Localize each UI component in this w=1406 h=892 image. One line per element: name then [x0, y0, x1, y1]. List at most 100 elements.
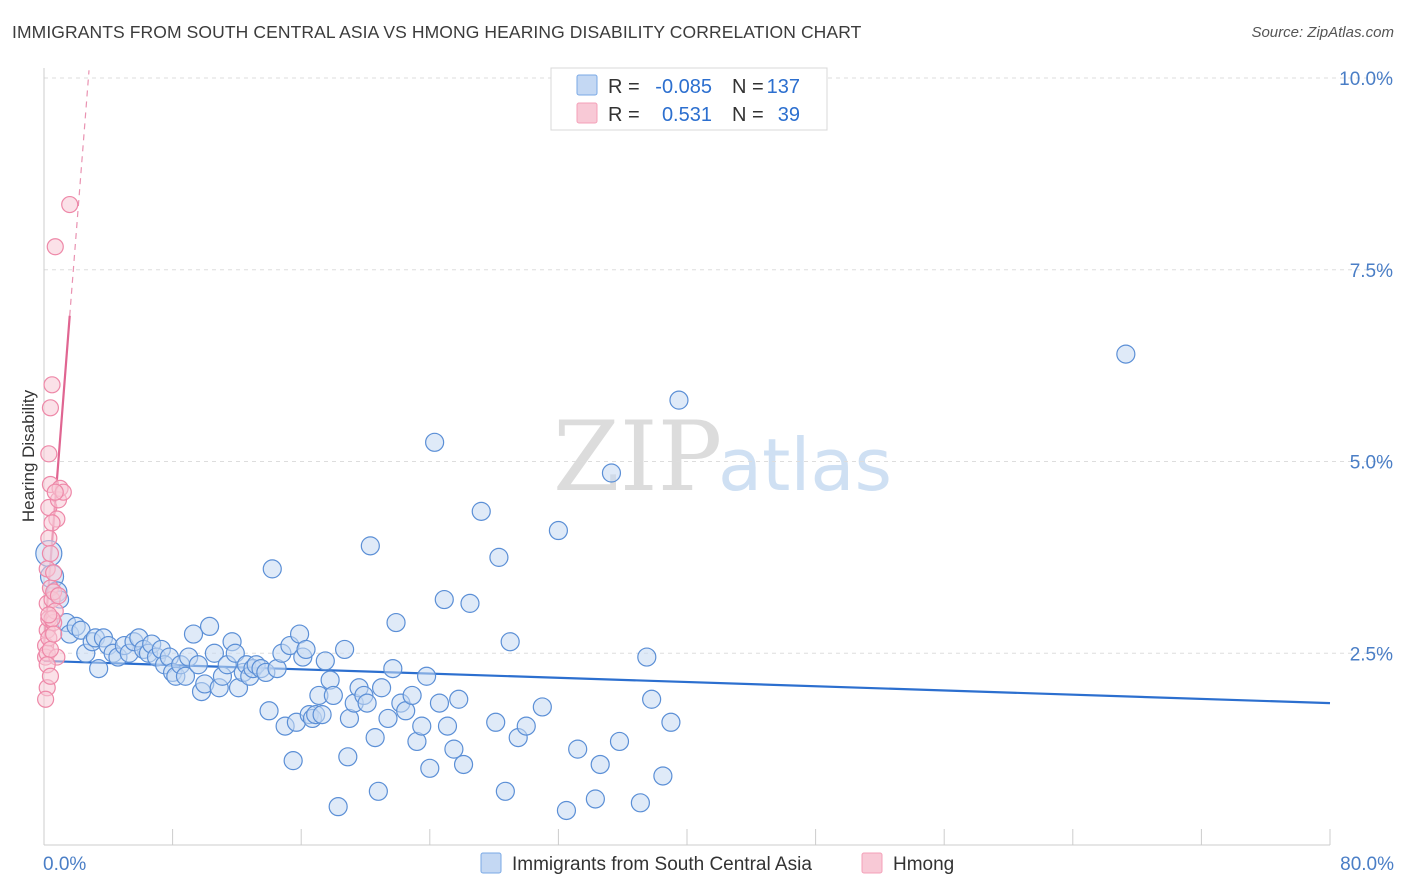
point-immigrants-90: [416, 666, 437, 686]
grid: [44, 77, 1394, 654]
watermark: ZIP atlas: [553, 401, 892, 513]
point-hmong-37: [46, 483, 64, 501]
y-tick-label-2: 7.5%: [1350, 261, 1393, 282]
point-immigrants-84: [386, 612, 406, 633]
point-immigrants-98: [453, 754, 474, 775]
point-immigrants-11: [89, 658, 109, 679]
point-hmong-14: [43, 376, 61, 394]
point-hmong-29: [41, 640, 60, 659]
point-immigrants-89: [412, 716, 432, 736]
point-immigrants-36: [199, 616, 220, 637]
legend-n-value-pink: 39: [778, 104, 800, 126]
trend-line-hmong-extension: [69, 70, 90, 316]
point-immigrants-81: [371, 678, 392, 698]
y-tick-label-1: 5.0%: [1350, 453, 1393, 474]
series-legend-swatch-blue: [480, 852, 502, 874]
point-immigrants-110: [568, 739, 588, 759]
point-immigrants-115: [630, 793, 650, 813]
point-immigrants-96: [444, 739, 464, 759]
point-hmong-13: [41, 399, 60, 417]
point-immigrants-121: [1116, 344, 1136, 364]
legend-swatch-blue: [576, 74, 598, 96]
legend-n-label-blue: N =: [732, 76, 764, 98]
point-immigrants-112: [590, 754, 610, 775]
point-immigrants-61: [296, 639, 316, 660]
point-immigrants-94: [434, 589, 454, 610]
point-hmong-28: [49, 587, 68, 605]
point-hmong-35: [45, 625, 63, 643]
point-immigrants-32: [183, 624, 204, 644]
point-immigrants-103: [495, 781, 515, 801]
point-immigrants-104: [500, 632, 520, 652]
point-hmong-26: [61, 195, 79, 214]
point-hmong-38: [41, 544, 60, 563]
series-legend: Immigrants from South Central Asia Hmong: [480, 852, 954, 875]
watermark-atlas: atlas: [718, 423, 892, 507]
point-immigrants-69: [323, 685, 343, 706]
point-immigrants-82: [378, 708, 398, 729]
point-immigrants-111: [585, 789, 605, 809]
point-hmong-25: [46, 238, 64, 256]
point-immigrants-66: [312, 705, 332, 725]
point-immigrants-95: [437, 716, 458, 736]
point-immigrants-77: [357, 693, 377, 713]
point-hmong-32: [40, 606, 58, 624]
point-immigrants-107: [532, 697, 552, 717]
series-hmong: [37, 195, 79, 708]
point-immigrants-80: [368, 781, 388, 801]
point-hmong-16: [37, 690, 55, 708]
point-hmong-31: [45, 564, 63, 582]
point-hmong-12: [40, 445, 58, 463]
legend-n-label-pink: N =: [732, 104, 764, 126]
x-tick-label-min: 0.0%: [43, 854, 86, 875]
point-immigrants-109: [556, 800, 577, 821]
y-tick-label-0: 2.5%: [1350, 644, 1393, 665]
point-immigrants-92: [425, 432, 445, 452]
legend-r-value-pink: 0.531: [662, 104, 712, 126]
correlation-legend: R = -0.085 N = 137 R = 0.531 N = 39: [550, 67, 828, 131]
point-immigrants-100: [471, 501, 491, 521]
point-immigrants-30: [175, 666, 196, 686]
point-immigrants-99: [460, 593, 480, 613]
series-legend-swatch-pink: [861, 852, 883, 874]
point-immigrants-79: [365, 728, 385, 748]
point-immigrants-78: [360, 536, 380, 556]
point-hmong-34: [41, 667, 60, 685]
point-immigrants-42: [225, 643, 245, 663]
legend-n-value-blue: 137: [767, 76, 800, 98]
point-immigrants-114: [609, 731, 630, 752]
trend-lines: [42, 70, 1331, 705]
point-immigrants-51: [259, 701, 279, 721]
point-immigrants-117: [642, 689, 662, 709]
point-immigrants-116: [637, 647, 657, 667]
y-tick-label-3: 10.0%: [1339, 69, 1393, 90]
point-immigrants-33: [188, 655, 208, 675]
series-immigrants-south-central-asia: [35, 344, 1136, 821]
point-immigrants-70: [328, 797, 348, 817]
y-tick-labels: 2.5% 5.0% 7.5% 10.0%: [1339, 69, 1393, 665]
point-immigrants-87: [402, 685, 422, 706]
source-label: Source: ZipAtlas.com: [1251, 24, 1394, 41]
point-immigrants-57: [283, 751, 303, 771]
point-immigrants-106: [516, 716, 536, 736]
point-immigrants-97: [449, 689, 469, 709]
point-immigrants-83: [383, 658, 403, 679]
chart-title: IMMIGRANTS FROM SOUTH CENTRAL ASIA VS HM…: [12, 22, 862, 42]
legend-r-label-pink: R =: [608, 104, 640, 126]
series-legend-label-blue: Immigrants from South Central Asia: [512, 854, 812, 875]
legend-r-value-blue: -0.085: [655, 76, 712, 98]
series-legend-label-pink: Hmong: [893, 854, 954, 875]
point-immigrants-37: [204, 643, 224, 663]
point-immigrants-67: [315, 651, 335, 671]
legend-swatch-pink: [576, 102, 598, 124]
x-tick-label-max: 80.0%: [1340, 854, 1394, 875]
legend-r-label-blue: R =: [608, 76, 640, 98]
point-hmong-36: [43, 514, 61, 532]
point-immigrants-101: [486, 712, 506, 732]
point-immigrants-113: [601, 463, 622, 483]
point-immigrants-72: [338, 747, 358, 767]
point-immigrants-91: [420, 758, 440, 778]
point-immigrants-108: [548, 520, 569, 541]
y-axis-label: Hearing Disability: [19, 389, 38, 522]
